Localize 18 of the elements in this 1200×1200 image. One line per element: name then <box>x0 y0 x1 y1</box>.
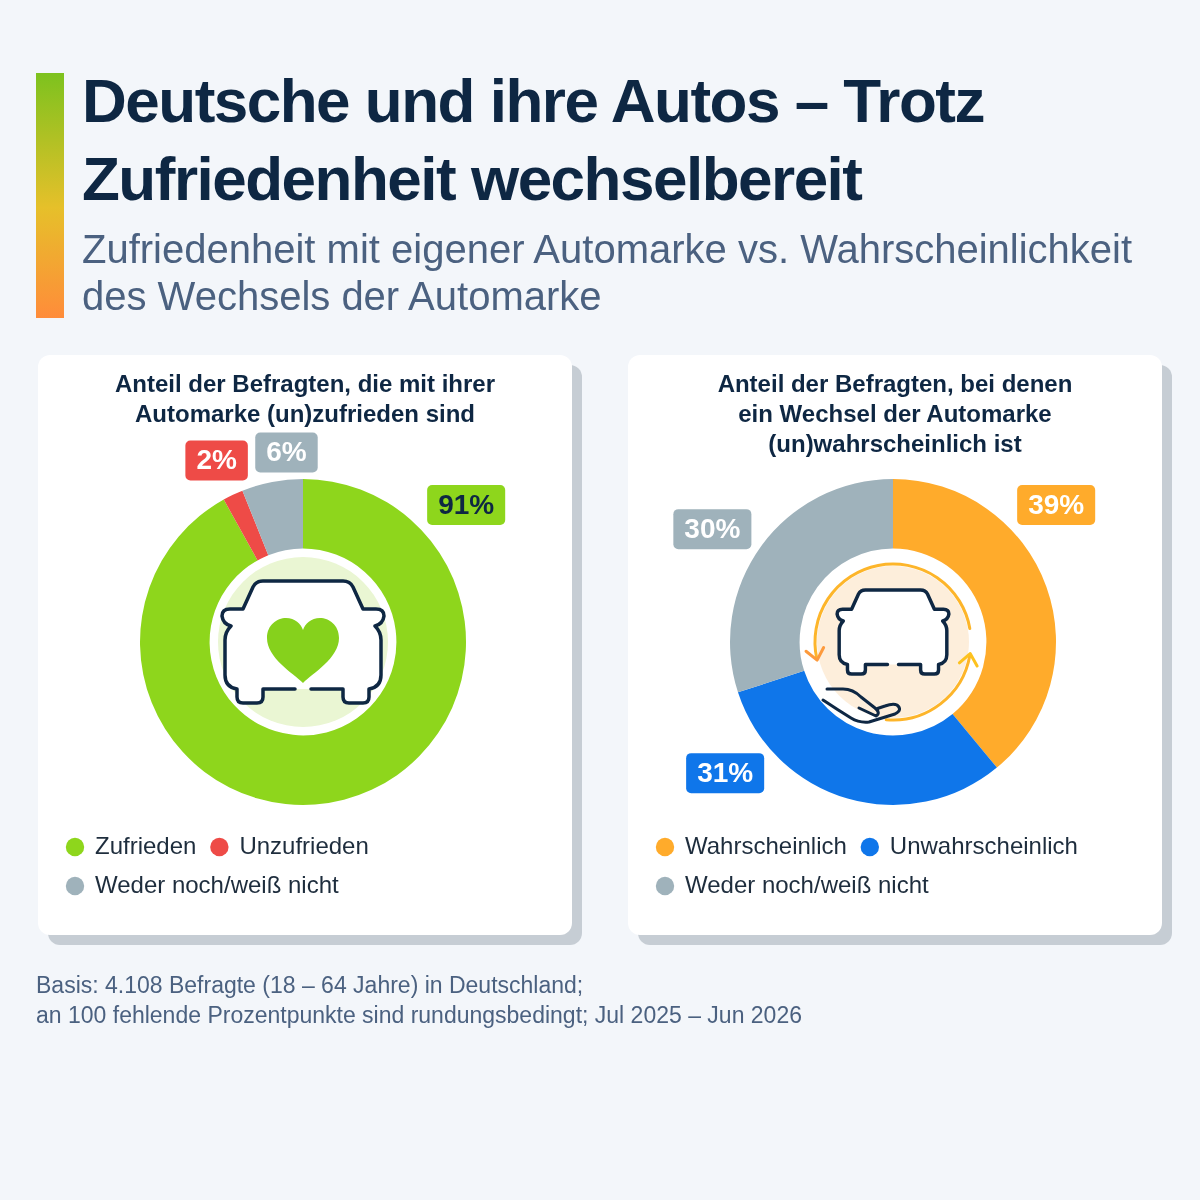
text: an 100 fehlende Prozentpunkte sind rundungsbedingt; Jul 2025 – Jun 2026 <box>36 1001 803 1030</box>
legend-label: Weder noch/weiß nicht <box>685 870 929 898</box>
chart-title: Anteil der Befragten, die mit ihrer Automarke (un)zufrieden sind <box>113 369 497 429</box>
data-label: 2% <box>196 444 237 476</box>
data-label: 6% <box>266 436 307 468</box>
chart-title: Anteil der Befragten, bei denen ein Wechsel der Automarke (un)wahrscheinlich ist <box>716 369 1074 459</box>
text: Deutsche und ihre Autos – Trotz Zufriedenheit wechselbereit <box>82 65 985 215</box>
legend-label: Zufrieden <box>95 831 197 859</box>
legend-label: Unzufrieden <box>239 831 369 859</box>
legend-label: Wahrscheinlich <box>685 831 847 859</box>
text: Zufriedenheit mit eigener Automarke vs. Wahrscheinlichkeit des Wechsels der Automarke <box>82 226 1134 320</box>
data-label: 39% <box>1028 488 1085 520</box>
legend-label: Unwahrscheinlich <box>889 831 1078 859</box>
data-label: 91% <box>438 488 495 520</box>
legend-label: Weder noch/weiß nicht <box>95 870 339 898</box>
data-label: 30% <box>684 512 741 544</box>
text: Basis: 4.108 Befragte (18 – 64 Jahre) in Deutschland; <box>36 971 585 1000</box>
data-label: 31% <box>697 756 754 788</box>
